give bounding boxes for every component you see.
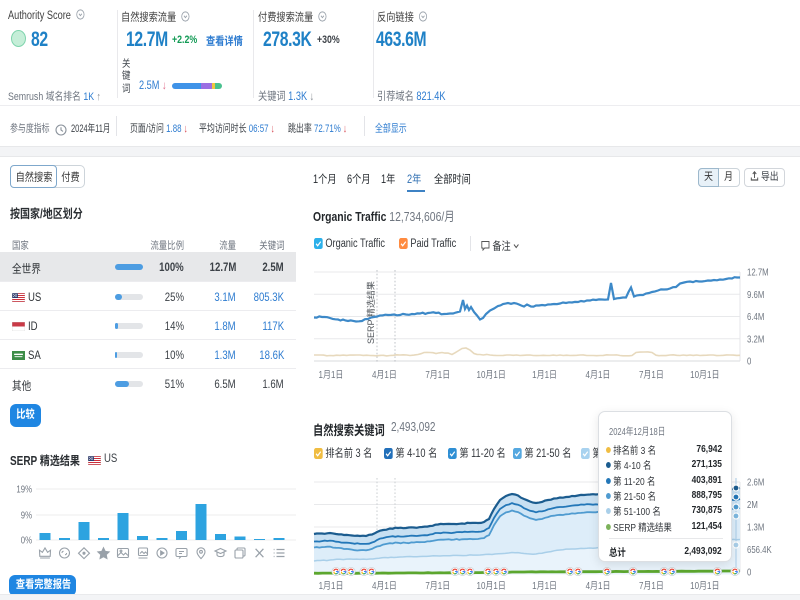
svg-text:1月1日: 1月1日 (319, 369, 344, 380)
svg-text:7月1日: 7月1日 (639, 580, 664, 591)
svg-text:10月1日: 10月1日 (690, 369, 719, 380)
svg-text:9%: 9% (21, 510, 32, 521)
svg-text:0%: 0% (21, 535, 32, 546)
svg-text:19%: 19% (16, 484, 32, 495)
svg-text:3.2M: 3.2M (747, 333, 764, 344)
svg-text:0: 0 (747, 356, 751, 367)
svg-text:1.3M: 1.3M (747, 522, 764, 533)
svg-text:SERP 精选结果: SERP 精选结果 (366, 281, 376, 344)
svg-text:10月1日: 10月1日 (477, 369, 506, 380)
svg-text:9.6M: 9.6M (747, 289, 764, 300)
svg-text:7月1日: 7月1日 (639, 369, 664, 380)
svg-text:6.4M: 6.4M (747, 311, 764, 322)
svg-text:1月1日: 1月1日 (532, 580, 557, 591)
svg-text:7月1日: 7月1日 (425, 580, 450, 591)
svg-text:1月1日: 1月1日 (319, 580, 344, 591)
svg-text:656.4K: 656.4K (747, 544, 772, 555)
svg-text:10月1日: 10月1日 (690, 580, 719, 591)
svg-text:2.6M: 2.6M (747, 477, 764, 488)
svg-text:10月1日: 10月1日 (477, 580, 506, 591)
svg-text:4月1日: 4月1日 (372, 580, 397, 591)
svg-text:2M: 2M (747, 499, 758, 510)
svg-text:1月1日: 1月1日 (532, 369, 557, 380)
svg-text:4月1日: 4月1日 (586, 369, 611, 380)
svg-text:4月1日: 4月1日 (586, 580, 611, 591)
svg-text:4月1日: 4月1日 (372, 369, 397, 380)
svg-text:7月1日: 7月1日 (425, 369, 450, 380)
svg-text:12.7M: 12.7M (747, 267, 769, 278)
svg-text:0: 0 (747, 567, 751, 578)
